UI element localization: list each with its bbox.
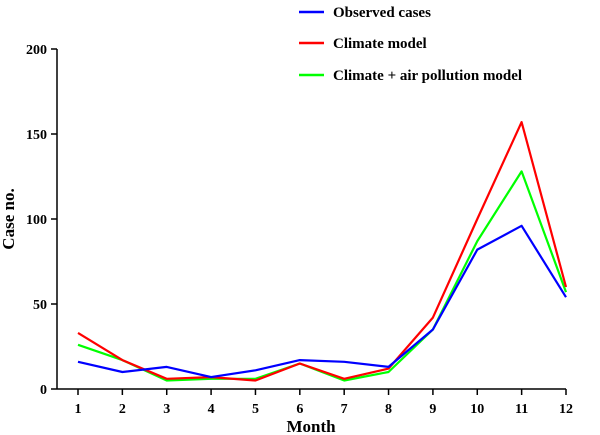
- y-tick-label: 200: [26, 43, 47, 58]
- y-tick-label: 150: [26, 128, 47, 143]
- legend: Observed cases Climate model Climate + air…: [299, 5, 522, 84]
- x-tick-label: 11: [515, 402, 528, 417]
- legend-label-observed-cases: Observed cases: [333, 5, 431, 21]
- series-line-observed-cases: [77, 224, 567, 379]
- legend-label-climate-model: Climate model: [333, 36, 427, 52]
- axes: [56, 49, 566, 390]
- x-tick-label: 2: [119, 402, 126, 417]
- x-tick-label: 6: [296, 402, 303, 417]
- x-tick-label: 3: [163, 402, 170, 417]
- x-tick-label: 8: [385, 402, 392, 417]
- series-line-climate-model: [77, 120, 568, 382]
- y-tick-label: 50: [33, 298, 47, 313]
- x-tick-label: 12: [559, 402, 573, 417]
- series-lines: [77, 120, 568, 382]
- y-ticks: 0 50 100 150 200: [26, 43, 57, 398]
- x-tick-label: 5: [252, 402, 259, 417]
- x-tick-label: 9: [429, 402, 436, 417]
- y-tick-label: 100: [26, 213, 47, 228]
- x-tick-label: 1: [75, 402, 82, 417]
- x-tick-label: 10: [470, 402, 484, 417]
- x-ticks: 1 2 3 4 5 6 7 8 9 10 11 12: [75, 389, 573, 417]
- x-tick-label: 7: [341, 402, 348, 417]
- x-axis-title: Month: [286, 417, 336, 435]
- y-axis-title: Case no.: [0, 188, 18, 249]
- y-tick-label: 0: [40, 383, 47, 398]
- series-line-climate-air-pollution-model: [77, 170, 568, 382]
- x-tick-label: 4: [208, 402, 215, 417]
- legend-label-climate-air-pollution-model: Climate + air pollution model: [333, 68, 522, 84]
